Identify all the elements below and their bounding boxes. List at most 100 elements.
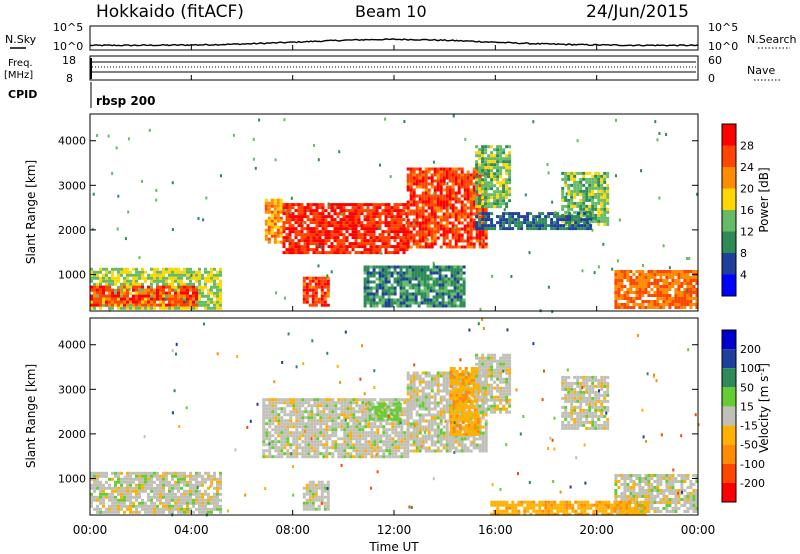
- power-data-cell: [591, 177, 595, 181]
- power-data-cell: [276, 201, 280, 205]
- vel-data-cell: [358, 446, 362, 450]
- power-data-cell: [357, 209, 361, 213]
- vel-data-cell: [265, 428, 269, 432]
- power-data-cell: [408, 301, 412, 305]
- vel-data-cell: [340, 401, 344, 405]
- vel-data-cell: [358, 422, 362, 426]
- power-data-cell: [594, 207, 598, 211]
- vel-data-cell: [96, 498, 99, 502]
- power-data-cell: [481, 163, 485, 167]
- power-data-cell: [594, 177, 598, 181]
- vel-data-cell: [295, 452, 299, 456]
- power-data-cell: [421, 212, 425, 216]
- power-data-cell: [674, 291, 678, 294]
- power-data-cell: [276, 231, 280, 235]
- vel-data-cell: [328, 437, 332, 441]
- power-data-cell: [270, 216, 274, 220]
- vel-data-cell: [316, 452, 320, 456]
- power-data-cell: [300, 230, 304, 234]
- power-data-cell: [345, 245, 349, 249]
- vel-data-cell: [304, 443, 308, 447]
- power-data-cell: [366, 283, 370, 287]
- vel-data-cell: [301, 419, 305, 423]
- power-data-cell: [384, 304, 388, 308]
- power-data-speckle: [640, 169, 642, 173]
- power-data-cell: [459, 298, 463, 302]
- power-data-cell: [153, 291, 156, 295]
- power-data-cell: [312, 239, 316, 243]
- power-data-cell: [635, 291, 639, 294]
- power-data-cell: [276, 240, 280, 244]
- power-data-cell: [323, 294, 327, 298]
- vel-data-cell: [358, 443, 362, 447]
- power-data-cell: [526, 218, 530, 222]
- power-data-cell: [302, 279, 306, 283]
- power-data-cell: [318, 239, 322, 243]
- power-data-cell: [641, 300, 645, 303]
- power-data-cell: [665, 303, 669, 306]
- power-data-cell: [475, 215, 479, 219]
- vel-data-cell: [153, 495, 156, 499]
- power-data-cell: [424, 236, 428, 240]
- power-data-cell: [603, 204, 607, 208]
- power-data-cell: [472, 218, 476, 222]
- power-data-cell: [276, 225, 280, 229]
- power-data-cell: [393, 227, 397, 231]
- power-data-cell: [457, 218, 461, 222]
- vel-data-cell: [385, 431, 389, 435]
- power-data-cell: [603, 174, 607, 178]
- power-data-cell: [472, 242, 476, 246]
- power-data-cell: [396, 206, 400, 210]
- vel-data-cell: [268, 413, 272, 417]
- power-data-cell: [421, 170, 425, 174]
- power-data-cell: [617, 270, 621, 273]
- vel-data-cell: [219, 492, 222, 496]
- power-data-cell: [421, 206, 425, 210]
- vel-data-cell: [301, 452, 305, 456]
- power-data-cell: [620, 273, 624, 276]
- power-data-cell: [99, 294, 102, 298]
- power-data-cell: [469, 218, 473, 222]
- power-data-cell: [180, 270, 183, 274]
- vel-data-cell: [156, 474, 159, 478]
- power-data-cell: [665, 297, 669, 300]
- power-data-cell: [644, 273, 648, 276]
- power-data-cell: [412, 197, 416, 201]
- vel-data-cell: [409, 401, 413, 405]
- vel-data-cell: [129, 492, 132, 496]
- power-data-cell: [135, 270, 138, 274]
- vel-data-cell: [316, 428, 320, 432]
- power-data-speckle: [432, 192, 435, 196]
- power-data-cell: [671, 276, 675, 279]
- vel-data-cell: [96, 480, 99, 484]
- vel-data-cell: [418, 374, 422, 378]
- power-data-cell: [475, 178, 479, 182]
- power-data-cell: [195, 306, 198, 310]
- vel-data-cell: [406, 410, 410, 414]
- vel-data-cell: [111, 501, 114, 505]
- power-data-cell: [614, 273, 618, 276]
- vel-data-cell: [412, 428, 416, 432]
- power-data-cell: [219, 294, 222, 298]
- vel-data-cell: [325, 440, 329, 444]
- vel-data-cell: [337, 455, 341, 459]
- power-data-cell: [426, 304, 430, 308]
- power-data-cell: [216, 297, 219, 301]
- power-data-cell: [460, 167, 464, 171]
- power-data-cell: [114, 300, 117, 304]
- power-data-cell: [186, 303, 189, 307]
- power-data-cell: [318, 203, 322, 207]
- power-data-cell: [216, 306, 219, 310]
- power-data-cell: [409, 221, 413, 225]
- power-data-cell: [219, 300, 222, 304]
- vel-data-cell: [352, 413, 356, 417]
- power-data-cell: [600, 174, 604, 178]
- vel-data-cell: [156, 486, 159, 490]
- power-data-cell: [405, 280, 409, 284]
- power-data-cell: [114, 291, 117, 295]
- power-data-cell: [481, 157, 485, 161]
- power-data-cell: [393, 230, 397, 234]
- power-data-cell: [472, 212, 476, 216]
- power-data-cell: [276, 210, 280, 214]
- power-data-cell: [390, 301, 394, 305]
